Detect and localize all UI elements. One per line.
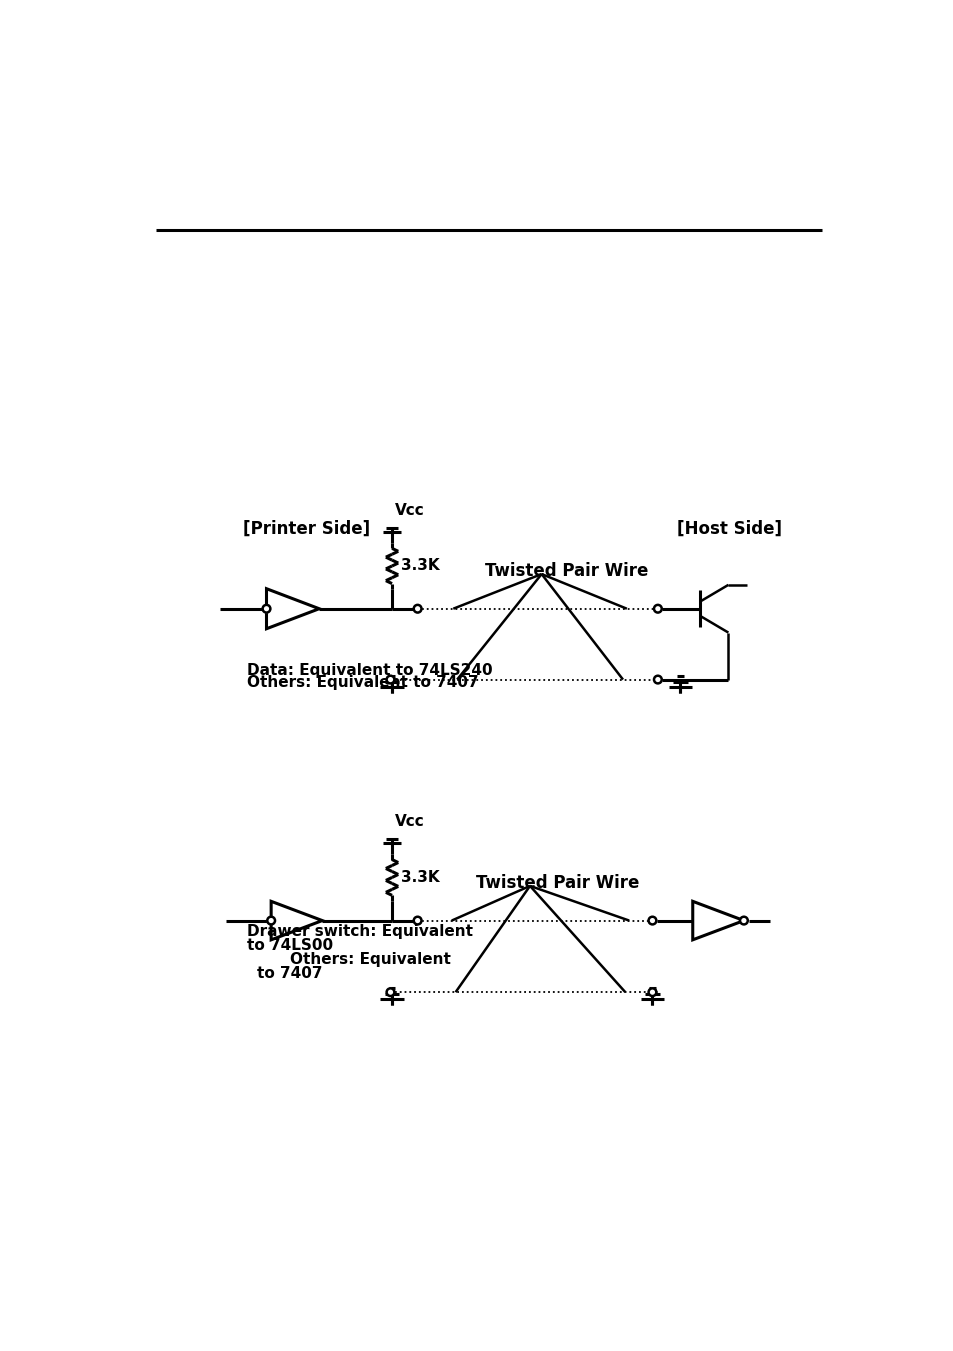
Circle shape <box>654 605 661 612</box>
Circle shape <box>414 917 421 924</box>
Text: Drawer switch: Equivalent: Drawer switch: Equivalent <box>247 924 473 939</box>
Text: [Host Side]: [Host Side] <box>677 519 781 538</box>
Text: to 74LS00: to 74LS00 <box>247 939 333 954</box>
Text: 3.3K: 3.3K <box>401 870 439 885</box>
Circle shape <box>648 917 656 924</box>
Circle shape <box>648 989 656 996</box>
Circle shape <box>262 605 270 612</box>
Text: Vcc: Vcc <box>395 813 424 830</box>
Text: Others: Equivalent: Others: Equivalent <box>290 952 450 967</box>
Circle shape <box>386 989 394 996</box>
Text: Data: Equivalent to 74LS240: Data: Equivalent to 74LS240 <box>247 662 493 678</box>
Text: Others: Equivalent to 7407: Others: Equivalent to 7407 <box>247 676 478 690</box>
Text: Twisted Pair Wire: Twisted Pair Wire <box>476 874 639 892</box>
Circle shape <box>267 917 274 924</box>
Circle shape <box>654 676 661 684</box>
Circle shape <box>414 605 421 612</box>
Text: [Printer Side]: [Printer Side] <box>243 519 370 538</box>
Text: Twisted Pair Wire: Twisted Pair Wire <box>484 562 648 580</box>
Circle shape <box>386 676 394 684</box>
Text: 3.3K: 3.3K <box>401 558 439 573</box>
Text: to 7407: to 7407 <box>256 966 322 981</box>
Text: Vcc: Vcc <box>395 503 424 517</box>
Circle shape <box>740 917 747 924</box>
